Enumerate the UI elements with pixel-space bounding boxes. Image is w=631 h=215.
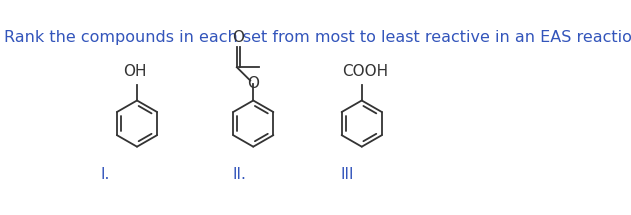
Text: OH: OH (123, 64, 146, 79)
Text: O: O (247, 76, 259, 91)
Text: III: III (341, 167, 355, 182)
Text: Rank the compounds in each set from most to least reactive in an EAS reaction: Rank the compounds in each set from most… (4, 30, 631, 45)
Text: COOH: COOH (343, 64, 389, 79)
Text: O: O (233, 30, 245, 45)
Text: I.: I. (100, 167, 110, 182)
Text: II.: II. (232, 167, 246, 182)
